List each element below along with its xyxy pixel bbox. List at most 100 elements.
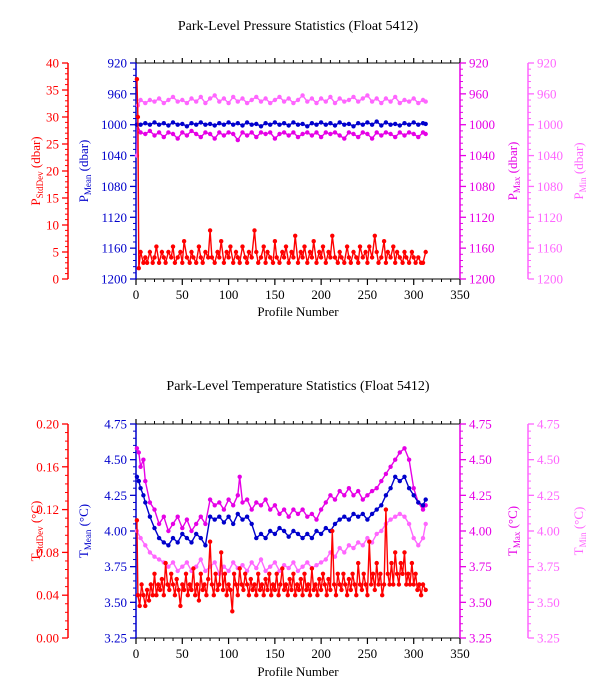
stddev-tick-label: 0 [53,272,60,287]
max-data-point [281,130,287,135]
stddev-data-point [328,587,333,593]
stddev-data-point [305,260,310,265]
max-tick-label: 4.25 [469,488,492,503]
mean-data-point [314,528,319,534]
mean-data-point [397,478,402,484]
stddev-data-point [174,576,179,582]
mean-data-point [235,121,240,126]
stddev-data-point [337,582,342,587]
mean-data-point [152,525,157,531]
stddev-data-point [193,593,198,598]
mean-data-point [342,514,347,519]
mean-data-point [175,122,180,127]
stddev-data-point [318,255,324,260]
max-data-point [217,130,222,135]
mean-data-point [314,122,319,127]
mean-data-point [286,123,291,128]
stddev-data-point [228,244,233,249]
min-data-point [402,514,407,519]
mean-data-point [323,122,328,127]
mean-data-point [207,121,213,127]
stddev-data-point [261,593,266,598]
stddev-data-point [296,587,302,593]
stddev-data-point [272,587,278,593]
max-data-point [309,133,315,138]
max-data-point [356,134,361,140]
min-data-point [411,96,416,101]
stddev-tick-label: 0.20 [36,417,59,432]
max-data-point [249,130,254,135]
stddev-data-point [326,249,331,255]
mean-data-point [226,120,231,125]
stddev-data-point [252,228,257,233]
max-data-point [295,511,301,517]
mean-data-point [217,121,222,126]
mean-data-point [295,122,301,127]
max-data-point [207,497,213,502]
stddev-data-point [172,593,178,598]
mean-axis-label: PMean (dbar) [76,140,93,203]
stddev-data-point [356,260,361,265]
min-data-point [166,97,171,103]
stddev-data-point [154,593,159,598]
stddev-data-point [417,582,422,587]
stddev-data-point [407,582,413,587]
stddev-data-point [206,255,211,260]
min-data-point [207,96,213,101]
stddev-data-point [372,587,377,593]
max-data-point [231,131,236,137]
mean-data-point [388,486,393,491]
mean-data-point [254,535,259,541]
stddev-data-point [306,582,311,587]
max-data-point [170,131,176,137]
x-axis-label: Profile Number [257,664,339,679]
x-axis-label: Profile Number [257,304,339,319]
stddev-data-point [402,550,407,555]
max-data-point [411,486,416,491]
max-data-point [203,130,208,135]
mean-data-point [166,543,171,548]
stddev-data-point [376,260,381,265]
stddev-data-point [141,260,146,265]
max-data-point [351,493,356,498]
mean-data-point [369,511,375,517]
max-data-point [156,521,162,527]
stddev-data-point [317,576,322,582]
stddev-data-point [163,560,168,566]
max-tick-label: 1200 [469,272,495,287]
stddev-data-point [363,249,368,255]
stddev-data-point [287,576,292,582]
max-data-point [138,464,143,469]
min-tick-label: 3.25 [537,631,560,646]
stddev-data-point [265,587,270,593]
min-data-point [411,535,416,541]
x-tick-label: 250 [358,646,378,661]
mean-data-point [263,121,268,126]
x-tick-label: 300 [404,287,424,302]
stddev-data-point [178,603,183,609]
mean-data-point [309,121,315,126]
stddev-data-point [423,249,428,255]
stddev-data-point [286,260,291,265]
mean-data-point [379,123,384,128]
max-data-point [203,521,208,527]
mean-data-point [170,535,176,541]
stddev-data-point [161,255,166,260]
stddev-data-point [196,598,202,603]
stddev-data-point [233,249,239,255]
stddev-data-point [381,239,387,244]
stddev-data-point [222,571,228,576]
stddev-data-point [281,255,287,260]
min-data-point [323,557,328,562]
stddev-data-point [138,249,143,255]
stddev-data-point [294,582,300,587]
mean-data-point [365,120,370,125]
max-data-point [360,130,365,135]
max-data-point [152,133,157,138]
mean-data-point [268,528,273,534]
min-data-point [337,96,342,101]
stddev-data-point [307,249,313,255]
stddev-data-point [254,593,259,598]
mean-data-point [305,531,310,537]
mean-data-point [300,535,305,541]
